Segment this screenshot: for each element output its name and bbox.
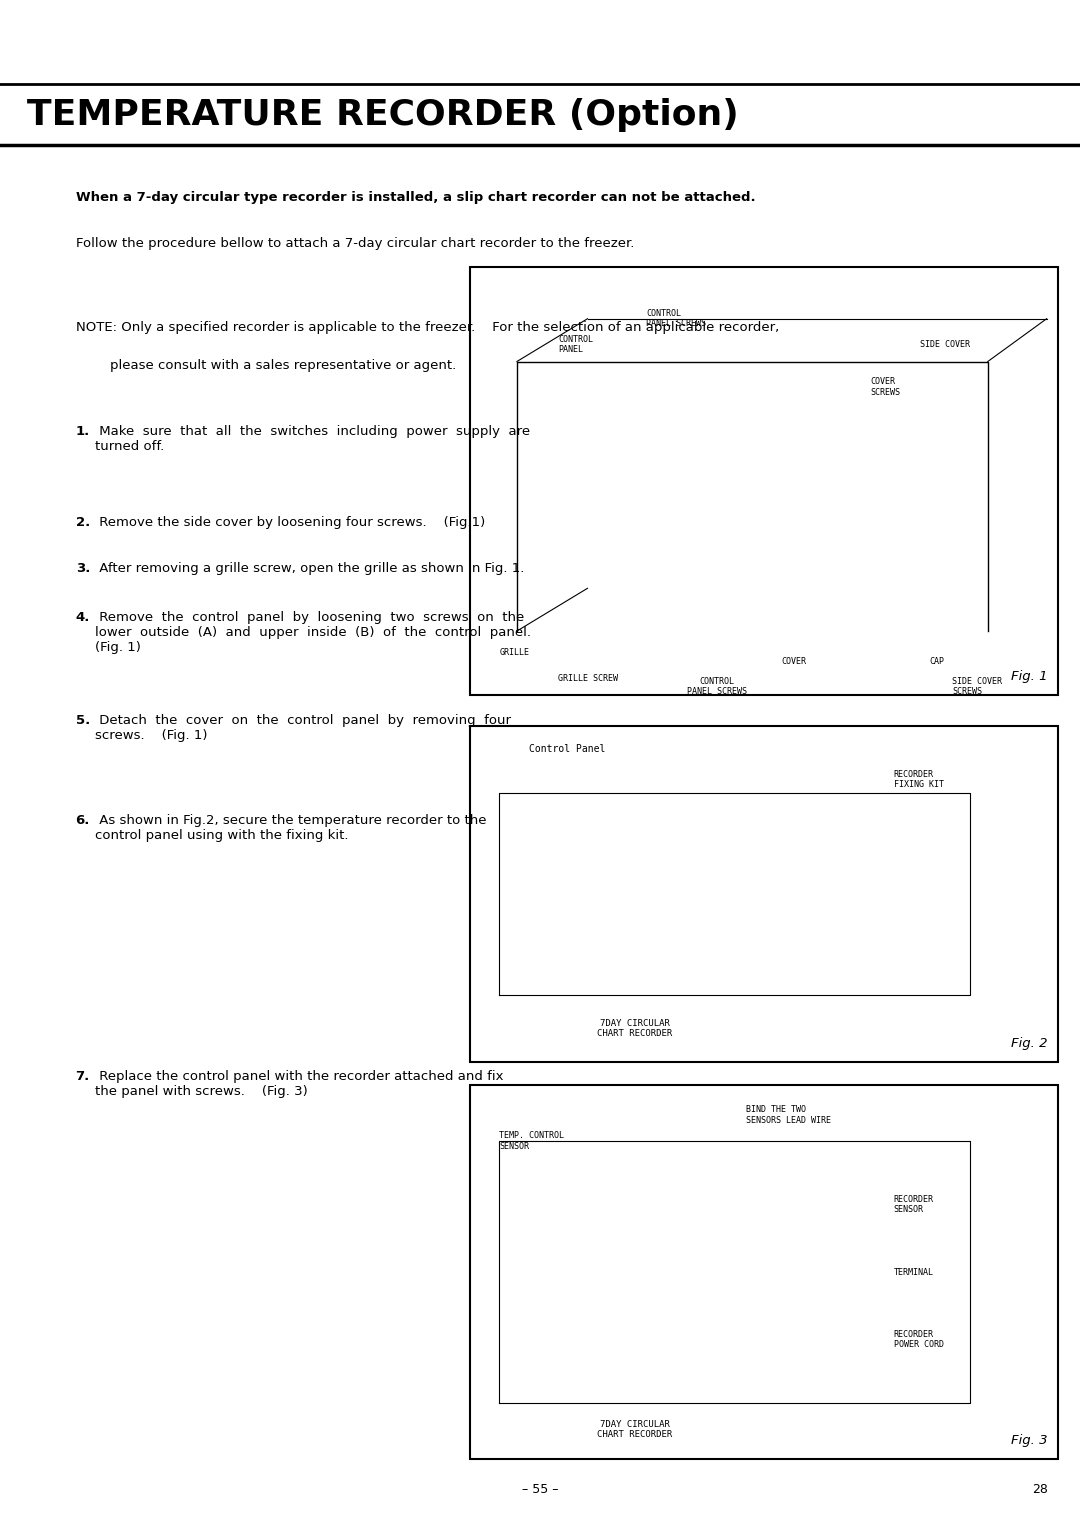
Text: Fig. 2: Fig. 2 [1011,1036,1048,1050]
Text: 2.: 2. [76,516,90,530]
Text: CONTROL
PANEL SCREWS: CONTROL PANEL SCREWS [687,677,747,697]
Text: GRILLE: GRILLE [499,648,529,657]
Text: Detach  the  cover  on  the  control  panel  by  removing  four
screws.    (Fig.: Detach the cover on the control panel by… [95,714,511,741]
Text: TEMPERATURE RECORDER (Option): TEMPERATURE RECORDER (Option) [27,98,739,131]
Text: NOTE: Only a specified recorder is applicable to the freezer.    For the selecti: NOTE: Only a specified recorder is appli… [76,321,779,335]
Text: Control Panel: Control Panel [529,744,605,755]
Text: Remove the side cover by loosening four screws.    (Fig.1): Remove the side cover by loosening four … [95,516,485,530]
Text: After removing a grille screw, open the grille as shown in Fig. 1.: After removing a grille screw, open the … [95,562,525,576]
Text: Remove  the  control  panel  by  loosening  two  screws  on  the
lower  outside : Remove the control panel by loosening tw… [95,611,531,654]
Text: When a 7-day circular type recorder is installed, a slip chart recorder can not : When a 7-day circular type recorder is i… [76,191,755,205]
Text: SIDE COVER
SCREWS: SIDE COVER SCREWS [953,677,1002,697]
Text: TERMINAL: TERMINAL [893,1268,933,1276]
Text: 1.: 1. [76,425,90,439]
Text: RECORDER
FIXING KIT: RECORDER FIXING KIT [893,770,944,790]
Text: 7DAY CIRCULAR
CHART RECORDER: 7DAY CIRCULAR CHART RECORDER [597,1019,672,1038]
Text: 5.: 5. [76,714,90,727]
Text: 6.: 6. [76,814,90,828]
Text: Make  sure  that  all  the  switches  including  power  supply  are
turned off.: Make sure that all the switches includin… [95,425,530,452]
Text: BIND THE TWO
SENSORS LEAD WIRE: BIND THE TWO SENSORS LEAD WIRE [746,1105,832,1125]
Text: COVER
SCREWS: COVER SCREWS [870,377,900,397]
Text: Replace the control panel with the recorder attached and fix
the panel with scre: Replace the control panel with the recor… [95,1070,503,1097]
Text: please consult with a sales representative or agent.: please consult with a sales representati… [76,359,456,373]
Text: COVER: COVER [781,657,806,666]
Text: SIDE COVER: SIDE COVER [920,339,970,348]
Text: CONTROL
PANEL: CONTROL PANEL [558,335,593,354]
Text: As shown in Fig.2, secure the temperature recorder to the
control panel using wi: As shown in Fig.2, secure the temperatur… [95,814,486,842]
Text: CONTROL
PANEL SCREWS: CONTROL PANEL SCREWS [646,309,706,329]
Text: 7DAY CIRCULAR
CHART RECORDER: 7DAY CIRCULAR CHART RECORDER [597,1420,672,1439]
Text: TEMP. CONTROL
SENSOR: TEMP. CONTROL SENSOR [499,1131,564,1151]
Text: RECORDER
POWER CORD: RECORDER POWER CORD [893,1329,944,1349]
Text: 3.: 3. [76,562,90,576]
Text: 7.: 7. [76,1070,90,1083]
Text: RECORDER
SENSOR: RECORDER SENSOR [893,1195,933,1215]
Text: Follow the procedure bellow to attach a 7-day circular chart recorder to the fre: Follow the procedure bellow to attach a … [76,237,634,251]
Text: GRILLE SCREW: GRILLE SCREW [558,674,618,683]
Text: 28: 28 [1031,1484,1048,1496]
Text: 4.: 4. [76,611,90,625]
FancyBboxPatch shape [470,726,1058,1062]
FancyBboxPatch shape [470,267,1058,695]
Text: Fig. 3: Fig. 3 [1011,1433,1048,1447]
Text: Fig. 1: Fig. 1 [1011,669,1048,683]
Text: – 55 –: – 55 – [522,1484,558,1496]
Text: CAP: CAP [929,657,944,666]
FancyBboxPatch shape [470,1085,1058,1459]
